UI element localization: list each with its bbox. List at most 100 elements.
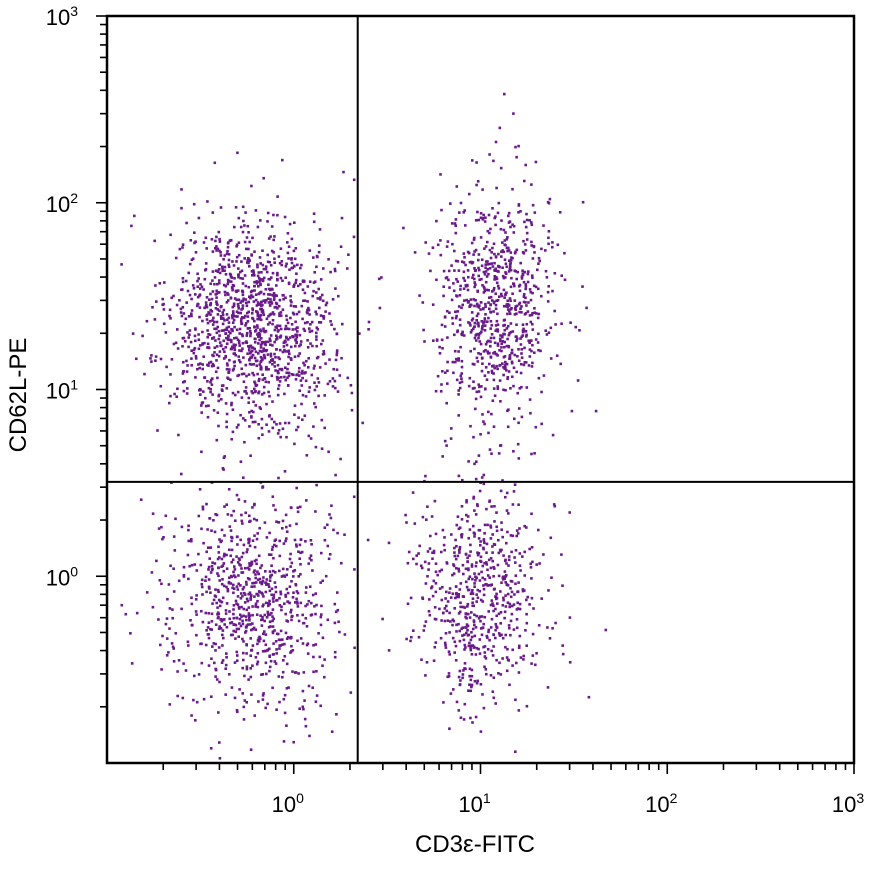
- data-point: [308, 585, 312, 588]
- data-point: [243, 419, 247, 422]
- data-point: [214, 675, 217, 678]
- data-point: [485, 507, 488, 511]
- data-point: [285, 587, 289, 591]
- data-point: [294, 378, 298, 381]
- data-point: [249, 598, 252, 601]
- data-point: [254, 420, 257, 424]
- data-point: [305, 454, 309, 457]
- data-point: [124, 612, 128, 616]
- data-point: [520, 305, 523, 308]
- data-point: [477, 552, 481, 555]
- data-point: [494, 324, 498, 327]
- data-point: [471, 159, 474, 162]
- data-point: [502, 355, 506, 359]
- data-point: [479, 331, 482, 335]
- data-point: [279, 592, 283, 596]
- data-point: [187, 644, 190, 647]
- data-point: [304, 617, 308, 620]
- data-point: [486, 523, 489, 527]
- data-point: [259, 368, 263, 371]
- data-point: [513, 483, 517, 486]
- data-point: [502, 366, 505, 369]
- data-point: [232, 591, 235, 595]
- data-point: [303, 363, 306, 367]
- data-point: [216, 411, 220, 414]
- data-point: [509, 299, 512, 303]
- data-point: [262, 327, 265, 330]
- data-point: [188, 262, 192, 266]
- data-point: [220, 265, 224, 269]
- data-point: [507, 246, 510, 250]
- data-point: [316, 297, 320, 300]
- data-point: [232, 318, 236, 322]
- data-point: [521, 555, 524, 558]
- data-point: [343, 633, 347, 636]
- data-point: [234, 637, 237, 640]
- data-point: [517, 581, 520, 584]
- data-point: [267, 368, 270, 371]
- data-point: [241, 619, 244, 623]
- data-point: [229, 378, 232, 381]
- data-point: [230, 345, 234, 349]
- data-point: [246, 548, 249, 551]
- data-point: [225, 301, 229, 304]
- data-point: [211, 561, 214, 564]
- data-point: [204, 579, 207, 582]
- data-point: [539, 349, 542, 353]
- data-point: [486, 268, 489, 271]
- data-point: [314, 310, 317, 314]
- data-point: [250, 416, 253, 419]
- data-point: [257, 423, 260, 426]
- data-point: [276, 393, 280, 397]
- data-point: [224, 284, 228, 288]
- data-point: [253, 380, 256, 384]
- data-point: [570, 409, 574, 413]
- data-point: [220, 329, 224, 332]
- data-point: [483, 578, 487, 581]
- data-point: [261, 673, 265, 676]
- data-point: [215, 235, 218, 239]
- data-point: [267, 283, 270, 286]
- data-point: [264, 380, 268, 384]
- data-point: [482, 216, 485, 220]
- data-point: [251, 316, 254, 320]
- data-point: [247, 261, 250, 265]
- data-point: [258, 314, 262, 318]
- data-point: [217, 574, 220, 578]
- data-point: [237, 355, 240, 358]
- data-point: [222, 562, 226, 565]
- data-point: [507, 345, 511, 349]
- data-point: [492, 588, 496, 591]
- data-point: [281, 350, 285, 354]
- data-point: [198, 306, 202, 309]
- data-point: [210, 364, 214, 368]
- data-point: [486, 320, 489, 323]
- data-point: [222, 339, 225, 343]
- data-point: [506, 305, 509, 308]
- data-point: [319, 296, 322, 299]
- data-point: [251, 506, 254, 509]
- data-point: [327, 557, 331, 561]
- data-point: [476, 503, 479, 506]
- data-point: [425, 661, 429, 664]
- data-point: [194, 339, 197, 343]
- data-point: [257, 554, 261, 558]
- data-point: [180, 314, 184, 318]
- data-point: [490, 333, 494, 336]
- data-point: [352, 495, 356, 499]
- data-point: [486, 574, 490, 577]
- data-point: [272, 617, 275, 621]
- data-point: [239, 311, 242, 315]
- data-point: [497, 538, 500, 542]
- data-point: [222, 584, 226, 588]
- data-point: [181, 345, 184, 348]
- data-point: [308, 386, 311, 389]
- data-point: [285, 537, 288, 540]
- data-point: [492, 575, 495, 578]
- data-point: [438, 607, 441, 611]
- data-point: [231, 288, 234, 292]
- data-point: [251, 420, 255, 424]
- data-point: [533, 211, 537, 214]
- data-point: [430, 585, 434, 588]
- data-point: [311, 344, 314, 348]
